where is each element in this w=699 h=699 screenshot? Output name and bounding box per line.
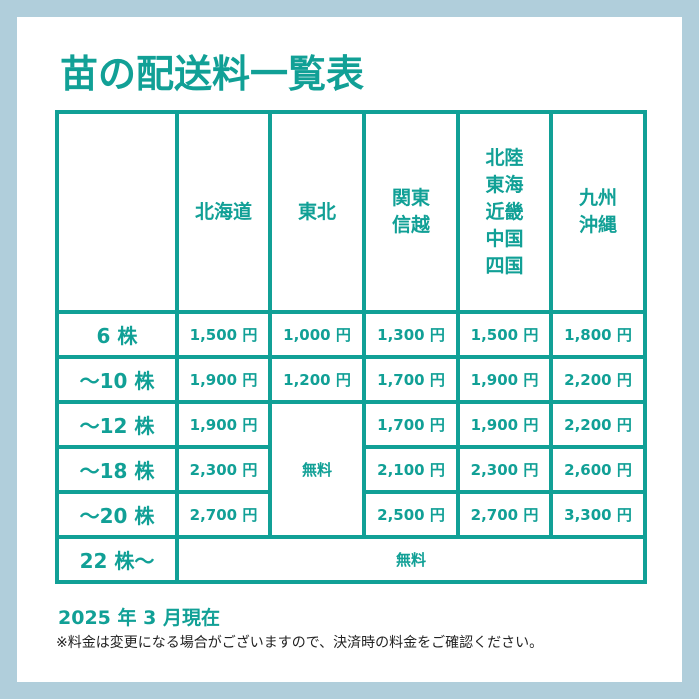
quantity-label: ～20 株 [55, 490, 179, 539]
price-cell: 1,900 円 [456, 355, 553, 404]
table-row: ～18 株 2,300 円 2,100 円 2,300 円 2,600 円 [55, 445, 647, 494]
price-cell: 2,200 円 [549, 355, 647, 404]
free-cell-tohoku: 無料 [268, 400, 366, 539]
region-header: 北陸 東海 近畿 中国 四国 [456, 110, 553, 314]
region-label: 北陸 東海 近畿 中国 四国 [485, 146, 524, 277]
region-label: 九州 沖縄 [578, 187, 617, 236]
region-header: 北海道 [175, 110, 272, 314]
price-cell: 1,000 円 [268, 310, 366, 359]
price-cell: 2,300 円 [175, 445, 272, 494]
shipping-fee-table: 北海道 東北 関東 信越 北陸 東海 近畿 中国 四国 九州 沖縄 6 株 1,… [55, 110, 647, 584]
region-header: 東北 [268, 110, 366, 314]
region-label: 東北 [297, 200, 336, 223]
price-cell: 2,500 円 [362, 490, 460, 539]
quantity-label: ～18 株 [55, 445, 179, 494]
quantity-label: ～10 株 [55, 355, 179, 404]
region-header: 関東 信越 [362, 110, 460, 314]
header-row: 北海道 東北 関東 信越 北陸 東海 近畿 中国 四国 九州 沖縄 [55, 110, 647, 314]
price-cell: 2,600 円 [549, 445, 647, 494]
price-cell: 1,700 円 [362, 355, 460, 404]
price-cell: 3,300 円 [549, 490, 647, 539]
price-cell: 1,200 円 [268, 355, 366, 404]
price-cell: 2,100 円 [362, 445, 460, 494]
page-title: 苗の配送料一覧表 [60, 52, 365, 96]
free-cell-all: 無料 [175, 535, 647, 584]
price-cell: 1,300 円 [362, 310, 460, 359]
price-cell: 2,700 円 [175, 490, 272, 539]
price-cell: 2,700 円 [456, 490, 553, 539]
table-row: ～12 株 1,900 円 無料 1,700 円 1,900 円 2,200 円 [55, 400, 647, 539]
table-row: ～10 株 1,900 円 1,200 円 1,700 円 1,900 円 2,… [55, 355, 647, 404]
price-cell: 1,900 円 [175, 400, 272, 449]
region-label: 北海道 [194, 200, 252, 223]
quantity-label: 22 株～ [55, 535, 179, 584]
quantity-label: ～12 株 [55, 400, 179, 449]
corner-cell [55, 110, 179, 314]
price-cell: 1,500 円 [456, 310, 553, 359]
date-note: 2025 年 3 月現在 [58, 607, 220, 629]
price-cell: 2,300 円 [456, 445, 553, 494]
quantity-label: 6 株 [55, 310, 179, 359]
price-cell: 1,500 円 [175, 310, 272, 359]
region-header: 九州 沖縄 [549, 110, 647, 314]
region-label: 関東 信越 [391, 187, 430, 236]
price-cell: 1,900 円 [456, 400, 553, 449]
price-cell: 2,200 円 [549, 400, 647, 449]
price-cell: 1,700 円 [362, 400, 460, 449]
table-row: ～20 株 2,700 円 2,500 円 2,700 円 3,300 円 [55, 490, 647, 539]
disclaimer: ※料金は変更になる場合がございますので、決済時の料金をご確認ください。 [56, 635, 544, 651]
price-cell: 1,900 円 [175, 355, 272, 404]
table-row: 22 株～ 無料 [55, 535, 647, 584]
price-cell: 1,800 円 [549, 310, 647, 359]
table-row: 6 株 1,500 円 1,000 円 1,300 円 1,500 円 1,80… [55, 310, 647, 359]
